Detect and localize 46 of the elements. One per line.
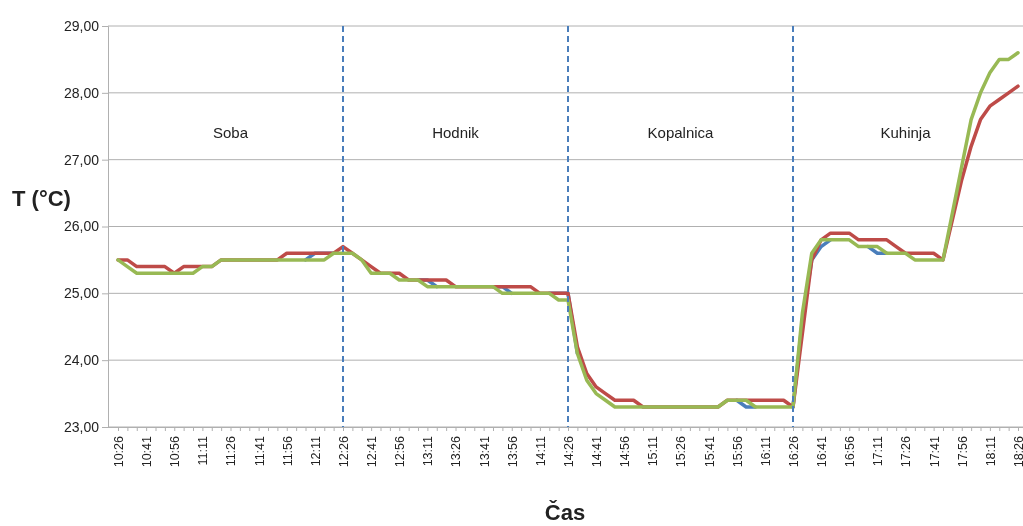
x-tick-label: 11:56: [280, 435, 295, 467]
x-tick-label: 15:11: [646, 435, 661, 467]
x-tick-label: 12:41: [365, 435, 379, 468]
x-tick-label: 17:41: [927, 435, 942, 468]
x-tick-label: 16:11: [758, 435, 773, 467]
x-tick-label: 12:26: [336, 435, 351, 468]
x-tick-label: 14:41: [590, 435, 604, 468]
x-tick-label: 17:56: [955, 435, 970, 468]
y-tick-label: 25,00: [63, 285, 100, 302]
x-tick-label: 13:26: [449, 435, 464, 468]
x-tick-label: 14:11: [533, 435, 548, 467]
x-tick-label: 12:11: [308, 435, 323, 467]
x-tick-label: 16:56: [843, 435, 858, 468]
annotation: Kopalnica: [647, 124, 715, 141]
annotation: Kuhinja: [880, 124, 932, 141]
x-tick-label: 10:56: [168, 435, 183, 468]
x-tick-label: 11:41: [252, 435, 267, 467]
x-tick-label: 13:41: [477, 435, 492, 468]
x-tick-label: 10:26: [111, 435, 126, 468]
x-tick-label: 18:26: [1011, 435, 1023, 468]
x-tick-label: 17:11: [871, 435, 886, 467]
y-tick-label: 26,00: [63, 218, 100, 235]
x-tick-label: 15:41: [702, 435, 717, 468]
y-tick-label: 28,00: [63, 84, 100, 101]
x-tick-label: 14:56: [618, 435, 633, 468]
x-tick-label: 14:26: [561, 435, 576, 468]
x-tick-label: 11:26: [224, 435, 239, 467]
y-tick-label: 29,00: [63, 17, 100, 34]
annotation: Hodnik: [432, 124, 480, 141]
x-tick-label: 15:56: [730, 435, 745, 468]
x-axis-title: Čas: [544, 500, 586, 525]
x-tick-label: 16:26: [786, 435, 801, 468]
y-tick-label: 23,00: [63, 418, 100, 435]
x-tick-label: 17:26: [899, 435, 914, 468]
x-tick-label: 18:11: [983, 435, 998, 467]
x-tick-label: 15:26: [674, 435, 689, 468]
x-tick-label: 13:56: [505, 435, 520, 468]
y-tick-label: 27,00: [63, 151, 100, 168]
x-tick-label: 12:56: [393, 435, 408, 468]
x-tick-label: 11:11: [196, 435, 211, 466]
x-tick-label: 10:41: [140, 435, 154, 468]
x-tick-label: 13:11: [421, 435, 436, 467]
y-axis-title: T (°C): [12, 186, 71, 211]
x-tick-label: 16:41: [815, 435, 829, 468]
annotation: Soba: [212, 124, 249, 141]
y-tick-label: 24,00: [63, 352, 100, 369]
